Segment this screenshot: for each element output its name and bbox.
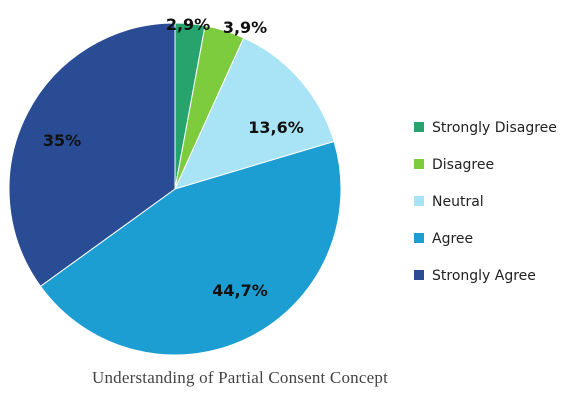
legend: Strongly Disagree Disagree Neutral Agree Str… xyxy=(414,120,557,284)
pie-slice-agree xyxy=(39,140,342,356)
pie-slices xyxy=(8,22,342,356)
legend-label: Neutral xyxy=(432,194,484,210)
legend-item-neutral: Neutral xyxy=(414,194,484,210)
legend-swatch xyxy=(414,159,424,169)
legend-item-strongly-disagree: Strongly Disagree xyxy=(414,120,557,136)
legend-swatch xyxy=(414,233,424,243)
slice-labels: 2,9% 3,9% 13,6% 44,7% 35% xyxy=(43,15,304,300)
slice-label-strongly-agree: 35% xyxy=(43,131,81,150)
slice-label-strongly-disagree: 2,9% xyxy=(166,15,210,34)
slice-label-neutral: 13,6% xyxy=(248,118,304,137)
legend-swatch xyxy=(414,122,424,132)
chart-caption: Understanding of Partial Consent Concept xyxy=(91,368,388,387)
legend-swatch xyxy=(414,196,424,206)
legend-item-strongly-agree: Strongly Agree xyxy=(414,268,536,284)
legend-swatch xyxy=(414,270,424,280)
legend-label: Disagree xyxy=(432,157,494,173)
legend-item-disagree: Disagree xyxy=(414,157,494,173)
pie-slice-strongly-agree xyxy=(8,22,176,287)
legend-label: Strongly Agree xyxy=(432,268,536,284)
legend-label: Strongly Disagree xyxy=(432,120,557,136)
slice-label-disagree: 3,9% xyxy=(223,18,267,37)
legend-label: Agree xyxy=(432,231,473,247)
slice-label-agree: 44,7% xyxy=(212,281,268,300)
legend-item-agree: Agree xyxy=(414,231,473,247)
pie-chart: 2,9% 3,9% 13,6% 44,7% 35% Strongly Disagree D… xyxy=(8,15,557,356)
pie-slice-neutral xyxy=(174,37,335,190)
